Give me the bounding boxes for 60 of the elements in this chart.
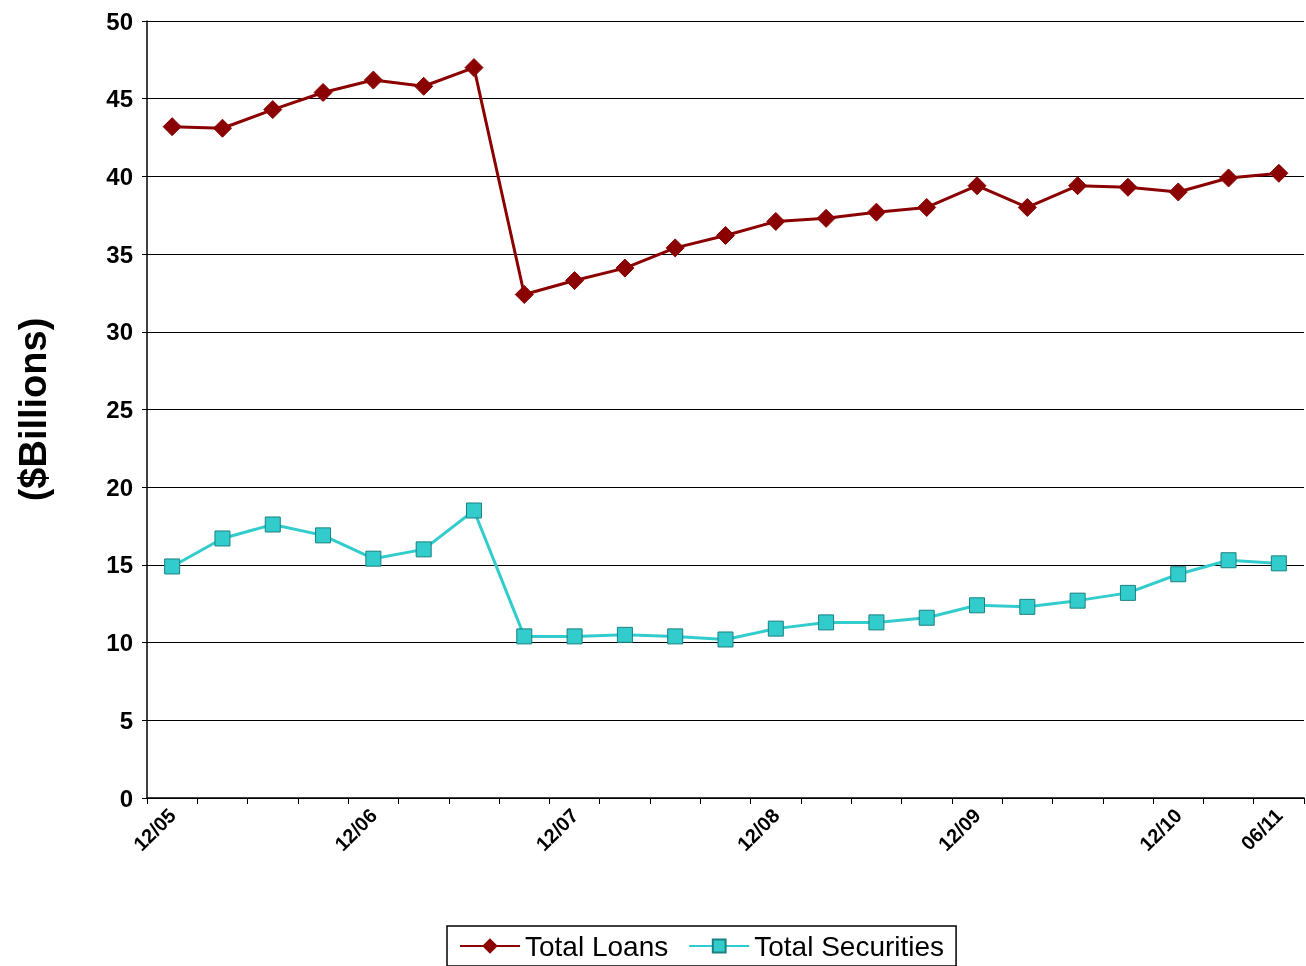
y-tick-label: 20	[106, 473, 133, 501]
legend-label: Total Securities	[754, 930, 945, 962]
point	[1068, 176, 1088, 196]
point	[1069, 592, 1086, 609]
point	[365, 550, 382, 567]
y-tick-label: 15	[106, 551, 133, 579]
point	[565, 271, 585, 291]
point	[162, 117, 182, 137]
y-tick-label: 35	[106, 240, 133, 268]
point	[1220, 552, 1237, 569]
point	[967, 176, 987, 196]
point	[716, 225, 735, 245]
point	[918, 609, 935, 626]
point	[969, 597, 986, 614]
point	[1017, 197, 1037, 217]
point	[616, 626, 633, 643]
point	[164, 558, 181, 575]
point	[665, 238, 685, 258]
y-tick-label: 10	[106, 629, 133, 657]
point	[717, 631, 734, 648]
y-tick-label: 5	[119, 706, 133, 734]
point	[917, 197, 937, 217]
point	[514, 285, 534, 304]
point	[315, 527, 332, 544]
point	[866, 202, 886, 222]
point	[667, 628, 684, 645]
y-axis-title: ($Billions)	[12, 317, 54, 502]
point	[414, 76, 434, 96]
point	[816, 208, 836, 228]
point	[615, 258, 635, 278]
point	[868, 614, 885, 631]
point	[465, 502, 482, 519]
point	[1170, 566, 1187, 583]
point	[263, 100, 283, 120]
point	[767, 620, 784, 637]
point	[516, 628, 533, 645]
point	[415, 541, 432, 558]
point	[363, 70, 383, 90]
point	[464, 58, 484, 78]
y-tick-label: 25	[106, 396, 133, 423]
point	[818, 614, 835, 631]
point	[264, 516, 281, 533]
y-tick-label: 50	[106, 7, 133, 35]
point	[1119, 584, 1136, 601]
point	[1168, 182, 1188, 202]
point	[566, 628, 583, 645]
point	[313, 82, 333, 102]
point	[1269, 163, 1289, 183]
y-tick-label: 45	[106, 85, 133, 113]
point	[1118, 177, 1138, 197]
legend-label: Total Loans	[525, 930, 669, 962]
point	[1270, 555, 1287, 572]
point	[766, 211, 786, 231]
point	[214, 530, 231, 547]
y-tick-label: 30	[106, 318, 133, 346]
y-tick-label: 0	[119, 784, 133, 812]
point	[1019, 598, 1036, 615]
y-tick-label: 40	[106, 162, 133, 190]
point	[1219, 168, 1239, 188]
point	[212, 118, 232, 138]
